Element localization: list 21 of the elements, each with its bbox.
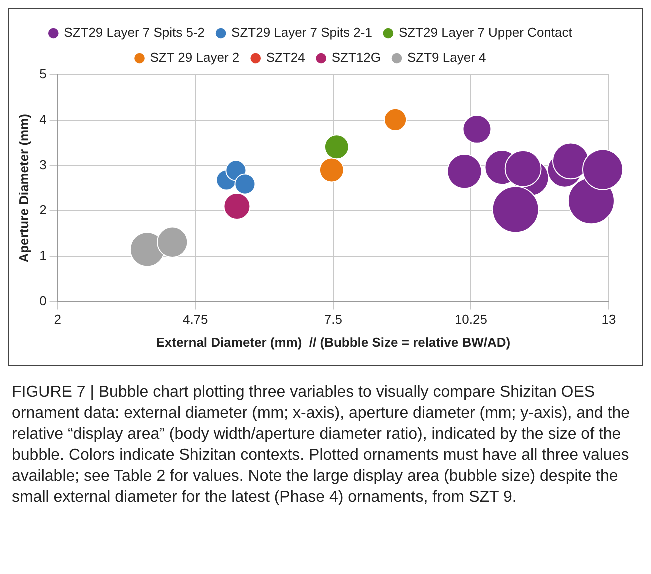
x-tick-label: 10.25 xyxy=(454,312,488,328)
legend-label: SZT29 Layer 7 Spits 5-2 xyxy=(64,25,206,40)
x-axis-title: External Diameter (mm) // (Bubble Size = relative BW/AD) xyxy=(156,334,511,350)
legend-label: SZT 29 Layer 2 xyxy=(150,50,240,66)
y-tick-label: 1 xyxy=(40,248,47,264)
y-tick-label: 3 xyxy=(40,157,47,172)
legend-label: SZT29 Layer 7 Upper Contact xyxy=(398,25,573,40)
x-tick-label: 2 xyxy=(54,312,62,328)
legend-label: SZT29 Layer 7 Spits 2-1 xyxy=(232,25,372,40)
y-axis-title: Aperture Diameter (mm) xyxy=(16,114,32,263)
legend-label: SZT9 Layer 4 xyxy=(407,50,486,66)
y-tick-label: 2 xyxy=(40,202,47,218)
y-tick-label: 5 xyxy=(40,66,47,82)
legend-label: SZT12G xyxy=(332,50,381,66)
caption: FIGURE 7 | Bubble chart plotting three variables to visually compare Shizitan OES ornament data: external diameter (mm; x-axis), aperture diameter (mm; y-axis), and the relative “display area” (body width/aperture diameter ratio), indicated by the size of the bubble. Colors indicate Shizitan contexts. Plotted ornaments must have all three values available; see Table 2 for values. Note the large display area (bubble size) despite the small external diameter for the latest (Phase 4) ornaments, from SZT 9. xyxy=(12,383,631,508)
x-tick-label: 7.5 xyxy=(324,312,342,328)
legend-label: SZT24 xyxy=(266,50,306,66)
y-tick-label: 4 xyxy=(40,112,47,127)
x-tick-label: 4.75 xyxy=(182,312,208,328)
x-tick-label: 13 xyxy=(602,312,616,328)
y-tick-label: 0 xyxy=(40,293,47,308)
